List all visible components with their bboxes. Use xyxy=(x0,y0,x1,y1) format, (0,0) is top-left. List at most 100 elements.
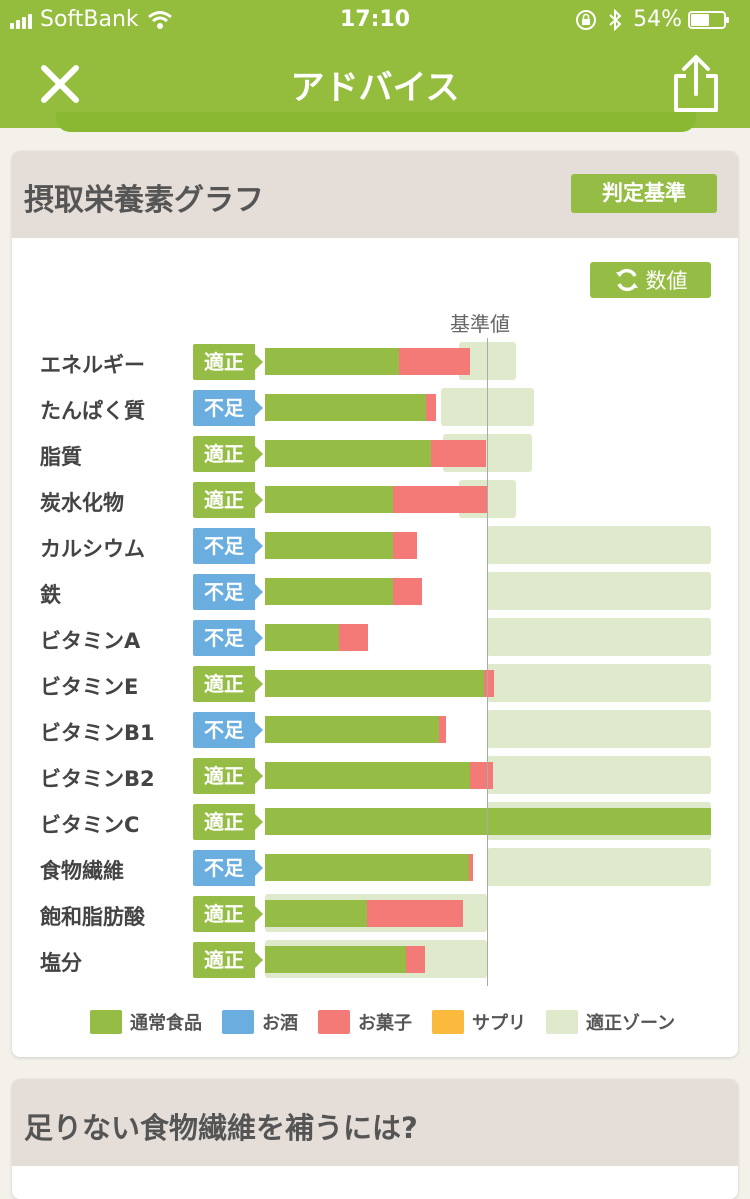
nutrient-row: 食物繊維 不足 xyxy=(12,847,738,889)
intake-bar xyxy=(265,762,493,789)
bar-segment-snack xyxy=(406,946,425,973)
reference-label: 基準値 xyxy=(450,312,510,336)
nutrient-row: カルシウム 不足 xyxy=(12,525,738,567)
status-badge: 適正 xyxy=(193,804,263,840)
nutrient-row: エネルギー 適正 xyxy=(12,341,738,383)
fiber-advice-card: 足りない食物繊維を補うには? xyxy=(12,1079,738,1199)
bar-segment-snack xyxy=(431,440,486,467)
bar-segment-normal-food xyxy=(265,670,484,697)
bar-segment-normal-food xyxy=(265,486,393,513)
status-badge: 適正 xyxy=(193,436,263,472)
nutrient-row: 鉄 不足 xyxy=(12,571,738,613)
bar-segment-normal-food xyxy=(265,624,339,651)
legend-swatch xyxy=(546,1010,578,1034)
intake-bar xyxy=(265,440,486,467)
rotation-lock-icon xyxy=(576,9,597,30)
intake-bar xyxy=(265,394,436,421)
nutrient-name: ビタミンB1 xyxy=(40,721,155,745)
chart-legend: 通常食品 お酒 お菓子 サプリ 適正ゾーン xyxy=(90,1009,695,1035)
bar-segment-snack xyxy=(399,348,470,375)
status-badge: 不足 xyxy=(193,620,263,656)
bar-segment-snack xyxy=(393,486,488,513)
legend-label: お菓子 xyxy=(358,1013,412,1034)
bar-segment-snack xyxy=(469,854,473,881)
bar-segment-normal-food xyxy=(265,946,406,973)
card-title: 摂取栄養素グラフ xyxy=(24,183,264,218)
status-badge: 不足 xyxy=(193,712,263,748)
wifi-icon xyxy=(147,10,172,29)
legend-item: サプリ xyxy=(432,1009,526,1035)
share-icon[interactable] xyxy=(670,54,722,114)
nutrient-row: ビタミンE 適正 xyxy=(12,663,738,705)
legend-label: 通常食品 xyxy=(130,1013,202,1034)
legend-swatch xyxy=(318,1010,350,1034)
bar-segment-snack xyxy=(470,762,493,789)
legend-swatch xyxy=(222,1010,254,1034)
nutrient-row: 炭水化物 適正 xyxy=(12,479,738,521)
appropriate-zone xyxy=(487,710,711,748)
header-strip xyxy=(56,112,696,132)
nutrient-name: ビタミンA xyxy=(40,629,141,653)
nutrient-graph-card: 摂取栄養素グラフ 判定基準 数値 基準値 エネルギー 適正 たんぱく質 不足 脂質 適正炭… xyxy=(12,151,738,1057)
value-toggle-button[interactable]: 数値 xyxy=(590,262,711,298)
intake-bar xyxy=(265,946,425,973)
legend-label: サプリ xyxy=(472,1013,526,1034)
battery-percent: 54% xyxy=(633,7,682,32)
status-badge: 適正 xyxy=(193,666,263,702)
nutrient-name: ビタミンC xyxy=(40,813,140,837)
nutrient-row: 飽和脂肪酸 適正 xyxy=(12,893,738,935)
bar-segment-normal-food xyxy=(265,348,399,375)
bar-segment-normal-food xyxy=(265,440,431,467)
bar-segment-normal-food xyxy=(265,394,426,421)
bar-segment-normal-food xyxy=(265,578,393,605)
intake-bar xyxy=(265,716,446,743)
nutrient-name: 飽和脂肪酸 xyxy=(40,905,145,929)
intake-bar xyxy=(265,348,470,375)
nutrient-name: 脂質 xyxy=(40,445,82,469)
appropriate-zone xyxy=(487,756,711,794)
nutrient-row: たんぱく質 不足 xyxy=(12,387,738,429)
clock: 17:10 xyxy=(339,7,411,32)
card2-header: 足りない食物繊維を補うには? xyxy=(12,1079,738,1166)
top-bar: SoftBank 17:10 54% アドバイス xyxy=(0,0,750,128)
signal-icon xyxy=(10,11,34,29)
appropriate-zone xyxy=(487,848,711,886)
bar-segment-normal-food xyxy=(265,808,711,835)
nutrient-name: 鉄 xyxy=(40,583,61,607)
card-header: 摂取栄養素グラフ 判定基準 xyxy=(12,151,738,238)
status-badge: 適正 xyxy=(193,482,263,518)
legend-item: 通常食品 xyxy=(90,1009,202,1035)
bar-segment-snack xyxy=(393,578,422,605)
status-badge: 不足 xyxy=(193,390,263,426)
appropriate-zone xyxy=(487,526,711,564)
nutrient-name: 炭水化物 xyxy=(40,491,124,515)
bar-segment-normal-food xyxy=(265,900,367,927)
intake-bar xyxy=(265,486,488,513)
nutrient-row: ビタミンB1 不足 xyxy=(12,709,738,751)
bar-segment-snack xyxy=(484,670,494,697)
bar-segment-snack xyxy=(426,394,436,421)
intake-bar xyxy=(265,578,422,605)
battery-icon xyxy=(688,10,729,29)
nutrient-name: たんぱく質 xyxy=(40,399,145,423)
intake-bar xyxy=(265,670,494,697)
intake-bar xyxy=(265,900,463,927)
bar-segment-snack xyxy=(339,624,368,651)
legend-item: 適正ゾーン xyxy=(546,1009,675,1035)
nutrient-name: ビタミンE xyxy=(40,675,139,699)
bar-segment-normal-food xyxy=(265,532,393,559)
bar-segment-normal-food xyxy=(265,762,470,789)
legend-swatch xyxy=(432,1010,464,1034)
carrier-label: SoftBank xyxy=(40,7,139,32)
legend-label: 適正ゾーン xyxy=(586,1013,676,1034)
status-badge: 適正 xyxy=(193,896,263,932)
status-badge: 適正 xyxy=(193,942,263,978)
card2-title: 足りない食物繊維を補うには? xyxy=(24,1111,418,1145)
legend-label: お酒 xyxy=(262,1013,298,1034)
reference-line xyxy=(487,338,488,986)
close-icon[interactable] xyxy=(38,62,82,106)
value-button-label: 数値 xyxy=(645,269,688,293)
nutrient-name: 塩分 xyxy=(40,951,82,975)
criteria-button[interactable]: 判定基準 xyxy=(571,174,717,213)
nutrient-row: 塩分 適正 xyxy=(12,939,738,981)
